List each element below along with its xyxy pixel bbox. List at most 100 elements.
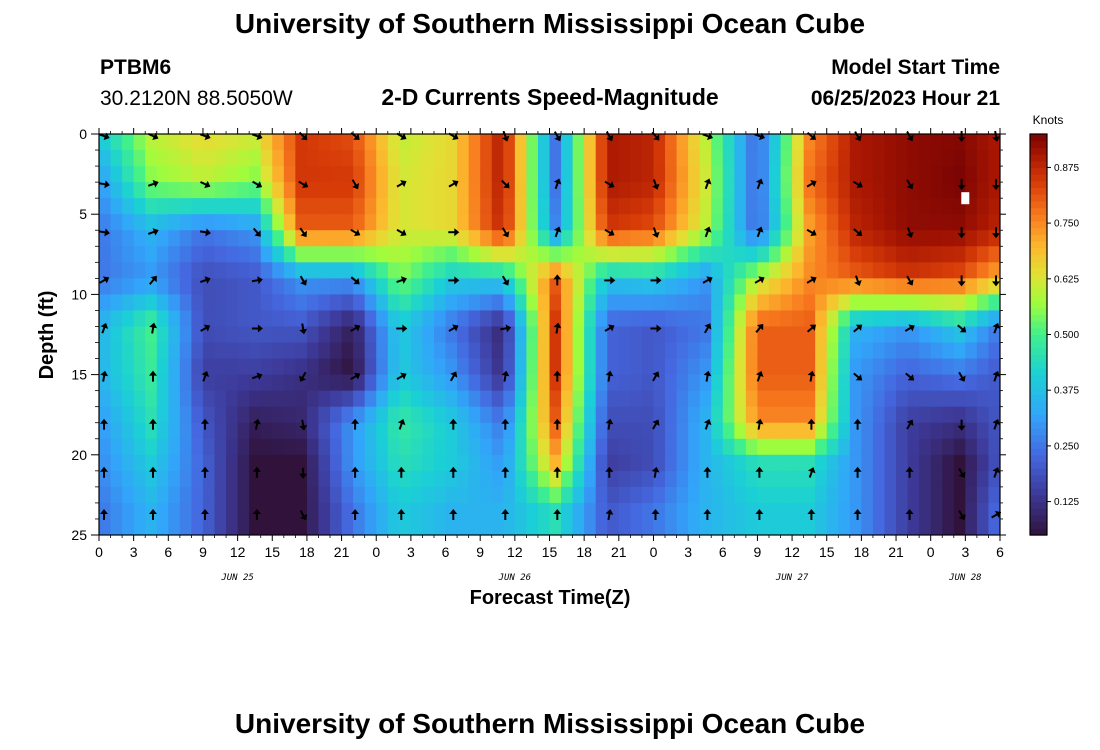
heatmap-cell	[214, 134, 227, 151]
heatmap-cell	[410, 246, 424, 263]
heatmap-cell	[318, 502, 331, 520]
heatmap-cell	[722, 470, 735, 488]
arrow-head	[756, 323, 764, 331]
heatmap-cell	[179, 502, 193, 520]
arrow-head	[257, 276, 263, 285]
heatmap-cell	[826, 150, 839, 167]
axes: 0 3 6 9 12 15 18 21 0 3 6 9 12 15 18 21 0 3 6 9 12 15 18 21 0 3 60…	[71, 126, 1006, 583]
heatmap-cell	[468, 342, 481, 360]
heatmap-cell	[179, 230, 193, 247]
heatmap-cell	[780, 470, 793, 488]
heatmap-cell	[595, 134, 608, 151]
heatmap-cell	[872, 470, 886, 488]
heatmap-cell	[965, 294, 978, 312]
heatmap-cell	[826, 182, 839, 199]
heatmap-cell	[364, 502, 377, 520]
arrow-head	[351, 509, 360, 514]
heatmap-cell	[641, 262, 655, 279]
arrow-head	[201, 466, 209, 472]
heatmap-cell	[826, 214, 839, 231]
heatmap-cell	[179, 406, 193, 424]
current-arrow	[652, 179, 660, 190]
heatmap-cell	[457, 230, 470, 247]
heatmap-cell	[815, 422, 828, 440]
heatmap-cell	[179, 358, 193, 376]
heatmap-cell	[572, 262, 585, 279]
heatmap-cell	[872, 198, 886, 215]
heatmap-cell	[734, 438, 747, 456]
arrow-head	[149, 322, 158, 329]
current-arrow	[252, 227, 261, 237]
heatmap-cell	[433, 470, 447, 488]
heatmap-cell	[595, 502, 608, 520]
heatmap-cell	[988, 518, 1000, 535]
heatmap-cell	[237, 166, 250, 183]
heatmap-cell	[745, 166, 759, 183]
heatmap-cell	[156, 374, 169, 392]
heatmap-cell	[745, 358, 759, 376]
heatmap-cell	[930, 374, 943, 392]
heatmap-cell	[722, 310, 735, 328]
arrow-head	[809, 133, 816, 140]
arrow-shaft	[301, 419, 305, 427]
heatmap-cell	[641, 438, 655, 456]
current-arrow	[253, 418, 262, 430]
heatmap-cell	[514, 406, 527, 424]
heatmap-cell	[226, 358, 239, 376]
heatmap-cell	[226, 502, 239, 520]
heatmap-cell	[896, 310, 909, 328]
heatmap-cell	[376, 166, 389, 183]
arrow-head	[353, 372, 361, 380]
heatmap-cell	[896, 502, 909, 520]
heatmap-cell	[745, 310, 759, 328]
current-arrow	[754, 276, 765, 284]
heatmap-cell	[595, 326, 608, 344]
heatmap-cell	[422, 502, 435, 520]
heatmap-cell	[330, 166, 343, 183]
heatmap-cell	[849, 518, 862, 535]
heatmap-cell	[641, 422, 655, 440]
heatmap-cell	[168, 262, 181, 279]
heatmap-cell	[884, 278, 897, 295]
heatmap-cell	[584, 246, 597, 263]
heatmap-cell	[145, 374, 158, 392]
current-arrow	[992, 419, 1001, 430]
heatmap-cell	[122, 374, 135, 392]
heatmap-cell	[549, 486, 562, 504]
heatmap-cell	[306, 374, 320, 392]
heatmap-cell	[792, 342, 805, 360]
heatmap-cell	[295, 310, 308, 328]
current-arrow	[396, 180, 407, 188]
heatmap-cell	[341, 310, 354, 328]
heatmap-cell	[641, 166, 655, 183]
current-arrow	[553, 509, 562, 520]
heatmap-cell	[249, 294, 262, 312]
arrow-head	[501, 466, 510, 472]
heatmap-cell	[953, 486, 966, 504]
heatmap-cell	[722, 326, 735, 344]
heatmap-cell	[688, 294, 701, 312]
heatmap-cell	[780, 166, 793, 183]
heatmap-cell	[919, 438, 932, 456]
heatmap-cell	[838, 310, 851, 328]
heatmap-cell	[226, 198, 239, 215]
heatmap-cell	[919, 134, 932, 151]
heatmap-cell	[618, 390, 631, 408]
heatmap-cell	[861, 182, 874, 199]
heatmap-cell	[722, 214, 735, 231]
heatmap-cell	[595, 470, 608, 488]
current-arrow	[500, 324, 512, 333]
heatmap-cell	[341, 326, 354, 344]
arrow-head	[100, 509, 108, 514]
heatmap-cell	[768, 502, 782, 520]
heatmap-cell	[457, 198, 470, 215]
heatmap-cell	[399, 294, 412, 312]
heatmap-cell	[295, 454, 308, 472]
heatmap-cell	[780, 374, 793, 392]
heatmap-cell	[122, 342, 135, 360]
heatmap-cell	[734, 214, 747, 231]
heatmap-cell	[249, 150, 262, 167]
heatmap-cell	[861, 134, 874, 151]
current-arrow	[100, 466, 108, 478]
heatmap-cell	[480, 374, 493, 392]
